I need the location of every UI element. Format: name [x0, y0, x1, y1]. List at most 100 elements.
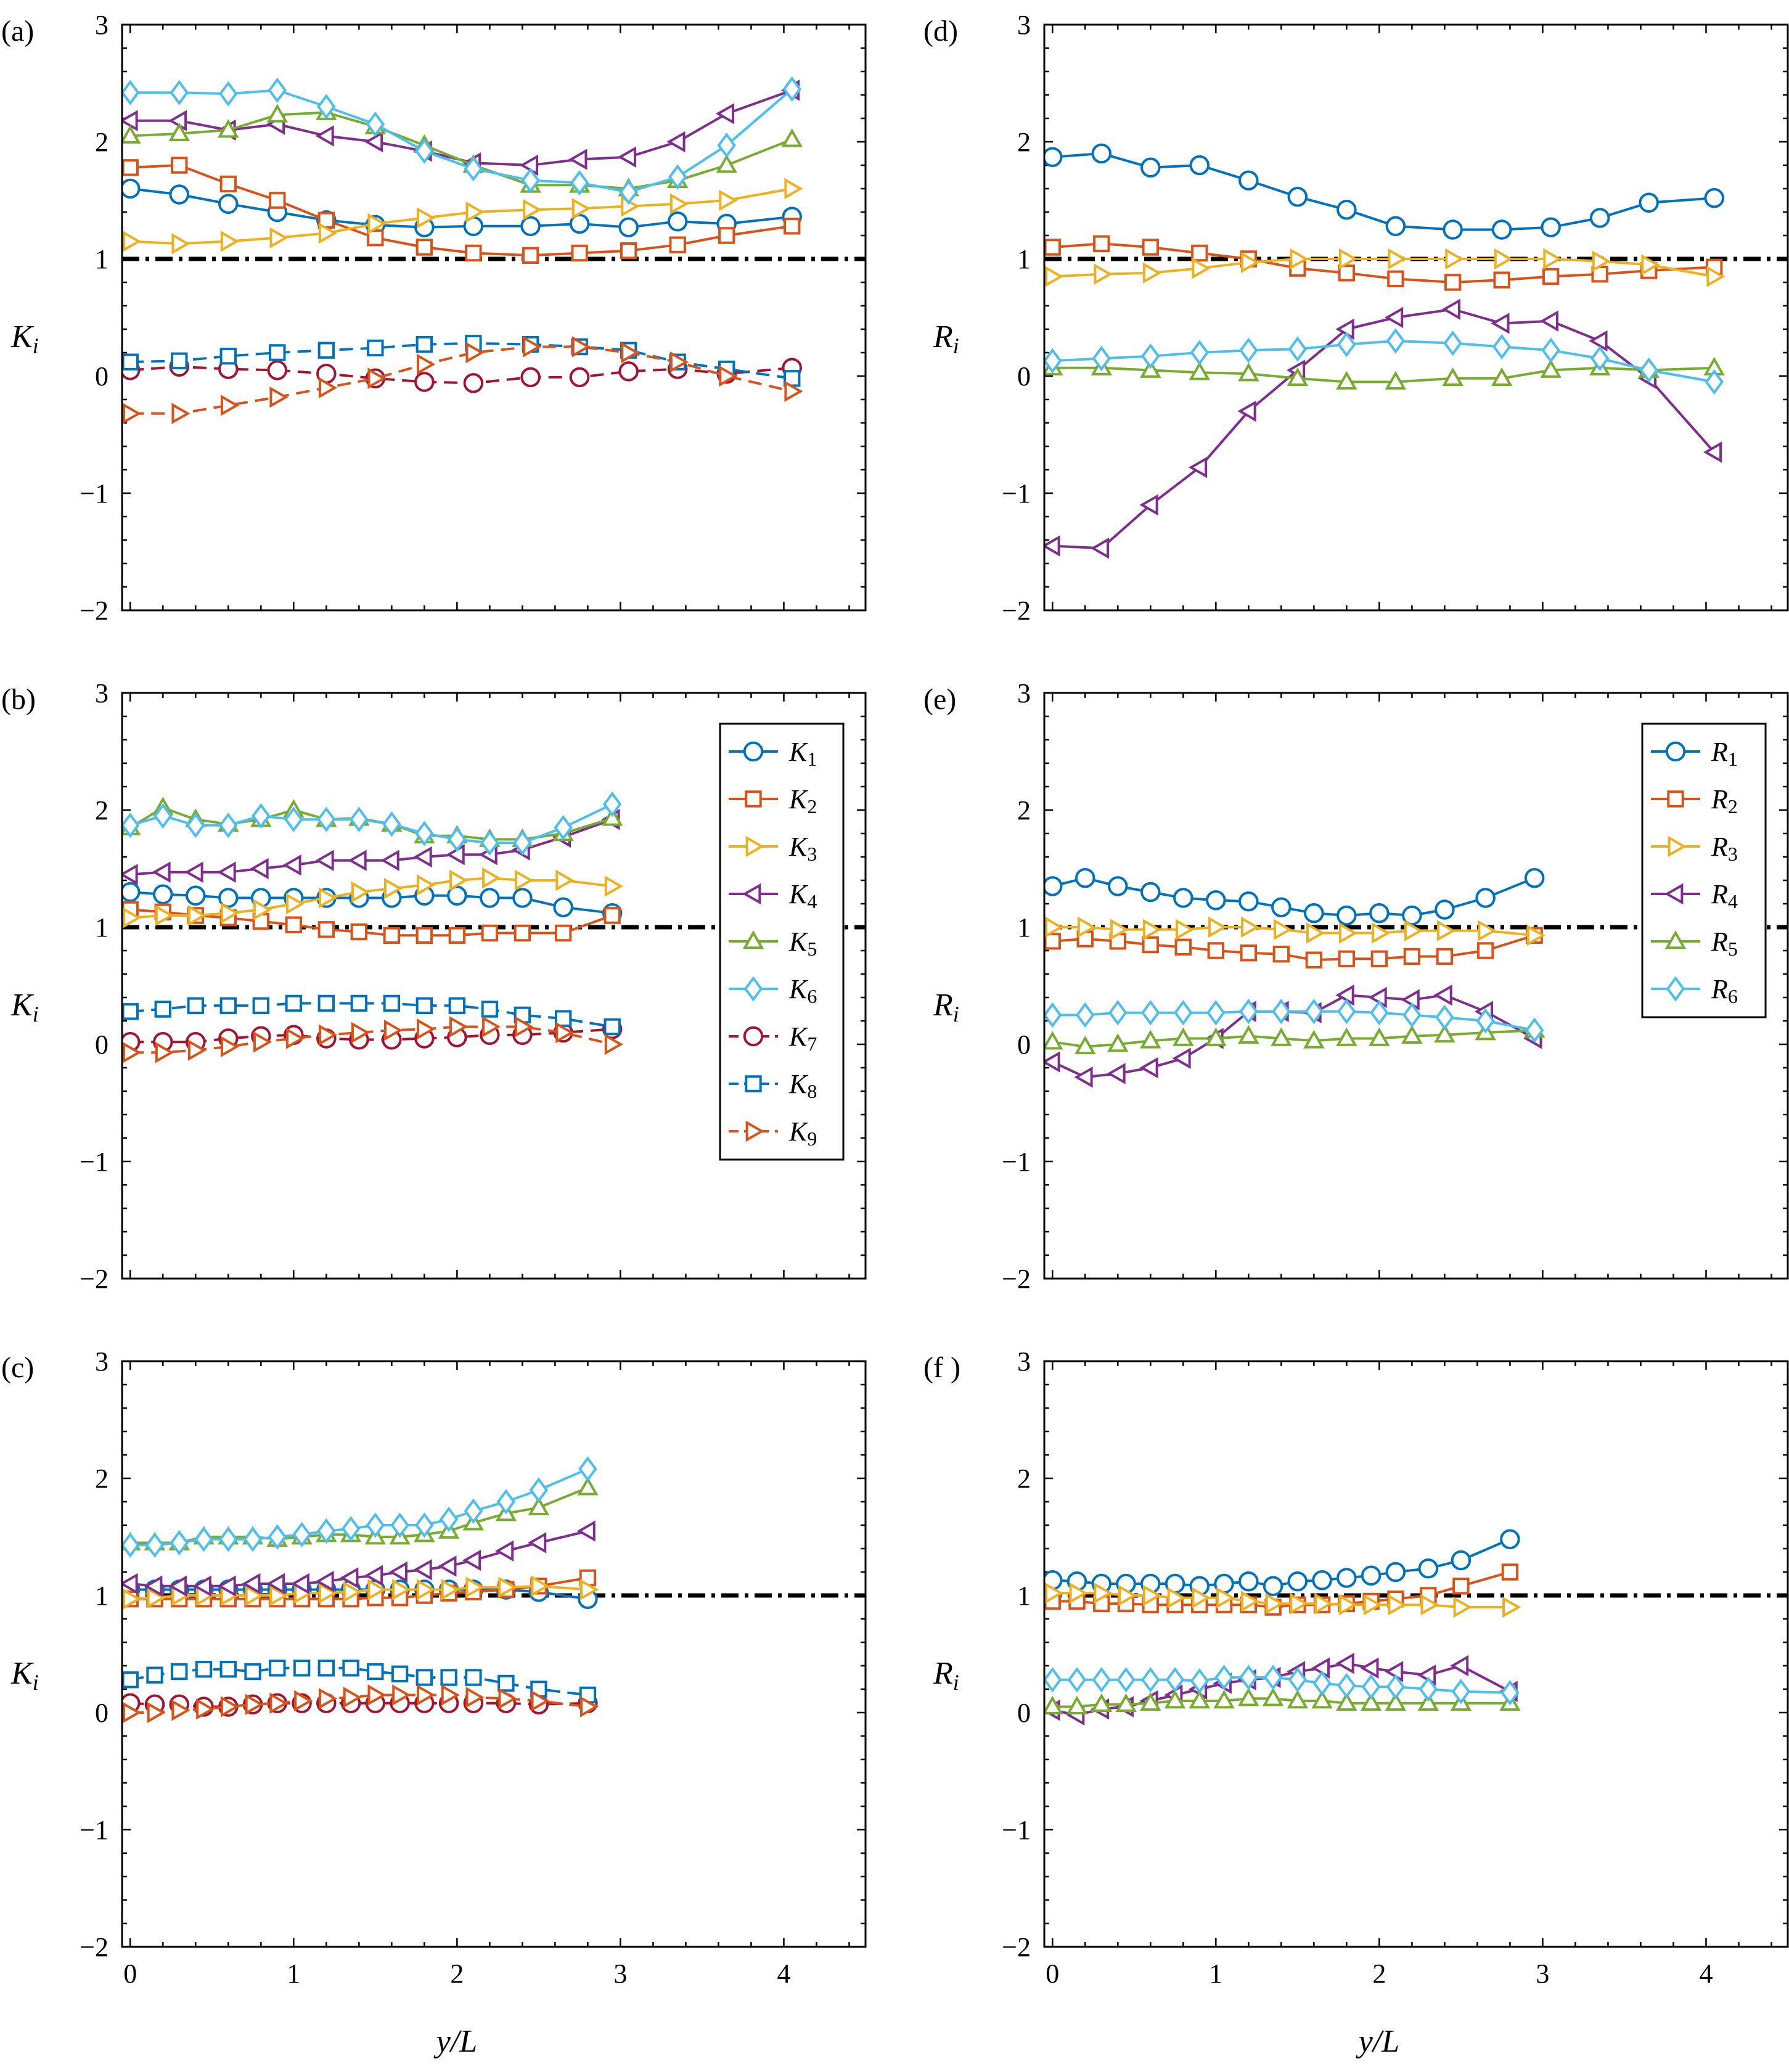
point-R5 [1189, 1690, 1211, 1709]
point-R3 [1216, 1587, 1235, 1609]
point-K9 [343, 1687, 362, 1708]
y-tick-label: 2 [1017, 1464, 1031, 1494]
point-R5 [1369, 1027, 1390, 1046]
point-R5 [1401, 1025, 1423, 1044]
point-K9 [171, 1699, 190, 1721]
point-R2 [1591, 266, 1608, 283]
point-R1 [1287, 1571, 1308, 1592]
point-K9 [196, 1698, 215, 1720]
point-R3 [1192, 257, 1211, 279]
legend-label-sub: 6 [1728, 985, 1738, 1007]
y-tick-label: −2 [1002, 1264, 1031, 1294]
point-K2 [171, 157, 188, 174]
point-K6 [619, 179, 638, 205]
point-K4 [315, 1570, 334, 1592]
point-R1 [1173, 888, 1193, 908]
point-K3 [417, 207, 436, 229]
series-group [122, 791, 623, 1063]
point-R3 [1240, 1591, 1260, 1612]
point-R6 [1190, 340, 1210, 366]
point-R5 [1107, 1033, 1129, 1052]
point-K3 [220, 231, 240, 252]
point-K8 [293, 1660, 311, 1677]
point-K4 [364, 131, 383, 153]
point-R2 [1142, 239, 1159, 256]
point-R1 [1304, 903, 1324, 923]
x-tick-label: 4 [1699, 1959, 1713, 1989]
series-group [1044, 1529, 1521, 1726]
point-K3 [784, 178, 803, 200]
y-tick-label: 0 [95, 1698, 108, 1728]
point-K8 [350, 994, 368, 1012]
point-R5 [1385, 371, 1407, 390]
axes-frame [121, 23, 867, 612]
point-R1 [1361, 1565, 1382, 1586]
point-K4 [348, 850, 367, 871]
axes-frame [1043, 1360, 1789, 1948]
point-R4 [1360, 1657, 1379, 1679]
point-K9 [449, 1016, 469, 1038]
legend-label-sub: 9 [807, 1128, 817, 1150]
point-K4 [413, 1558, 432, 1581]
point-R1 [1044, 876, 1063, 896]
y-tick-label: −2 [80, 1264, 108, 1294]
point-K8 [367, 1663, 384, 1681]
point-R4 [1335, 984, 1354, 1006]
point-K8 [317, 342, 335, 359]
point-K6 [602, 791, 622, 817]
point-R5 [1491, 367, 1513, 387]
y-tick-label: 2 [95, 1464, 108, 1494]
point-K9 [318, 1024, 338, 1046]
point-R6 [1541, 337, 1560, 363]
point-K1 [480, 888, 500, 908]
point-R5 [1205, 1027, 1227, 1046]
point-R2 [1207, 942, 1225, 959]
point-K3 [220, 902, 240, 924]
point-R2 [1452, 1578, 1470, 1595]
point-K8 [416, 997, 433, 1014]
point-R6 [1386, 328, 1406, 354]
point-K7 [463, 373, 484, 393]
point-R5 [1140, 1692, 1161, 1711]
y-tick-label: −1 [80, 478, 108, 509]
point-K9 [294, 1690, 313, 1712]
point-R6 [1239, 1665, 1258, 1690]
y-tick-label: 3 [1017, 1346, 1031, 1377]
point-K4 [152, 861, 171, 883]
point-R1 [1402, 905, 1422, 926]
series-group [122, 76, 803, 425]
point-R2 [1501, 1563, 1519, 1581]
point-K8 [154, 1001, 171, 1018]
point-R3 [1044, 1582, 1064, 1604]
point-R3 [1543, 248, 1562, 270]
y-axis-label: Ri [933, 1656, 959, 1695]
point-K1 [122, 882, 141, 903]
legend-label-sub: 4 [807, 890, 817, 912]
point-K9 [719, 365, 738, 387]
point-R5 [1336, 371, 1357, 390]
point-K1 [512, 888, 533, 908]
point-K8 [391, 1665, 409, 1682]
point-R5 [1238, 362, 1259, 382]
point-K4 [617, 146, 637, 168]
point-K6 [415, 821, 434, 846]
point-R6 [1108, 1000, 1128, 1026]
point-R2 [1338, 950, 1356, 967]
point-K6 [243, 1526, 263, 1552]
legend-label: R5 [1711, 927, 1738, 960]
point-R4 [1589, 330, 1608, 352]
point-K2 [718, 227, 735, 244]
point-K6 [390, 1512, 409, 1538]
point-K9 [383, 1019, 403, 1041]
point-K8 [465, 1669, 482, 1686]
point-K4 [315, 850, 334, 871]
point-R5 [1540, 359, 1562, 378]
point-K8 [481, 1001, 499, 1018]
panel-a: −2 −1 0 1 2 3 Ki (a) [1, 10, 867, 626]
point-K4 [388, 1561, 407, 1583]
point-R3 [1526, 925, 1545, 946]
point-R5 [1173, 1027, 1194, 1046]
legend-label: K2 [788, 784, 817, 817]
